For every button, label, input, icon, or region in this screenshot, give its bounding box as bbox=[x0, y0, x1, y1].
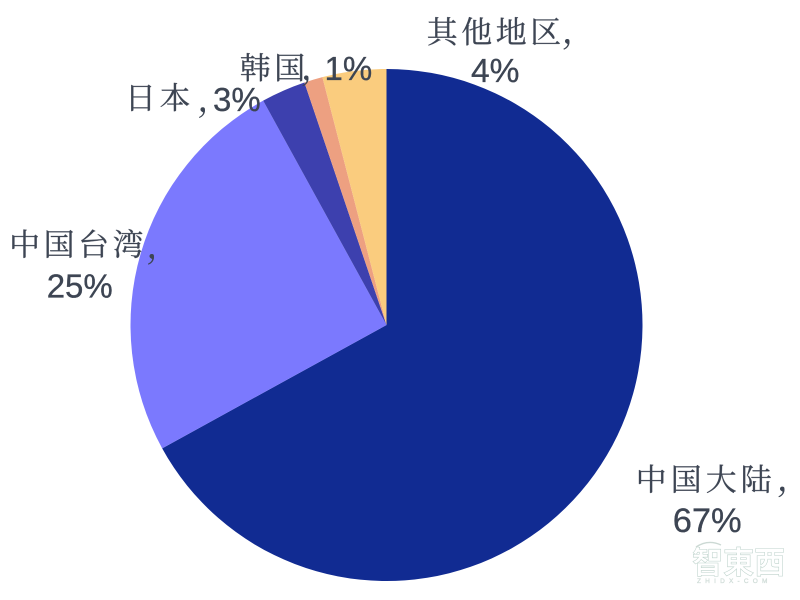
svg-text:ZHIDX-COM: ZHIDX-COM bbox=[697, 578, 772, 585]
svg-text:3%: 3% bbox=[213, 81, 261, 118]
svg-text:4%: 4% bbox=[471, 53, 519, 90]
svg-text:67%: 67% bbox=[673, 502, 742, 540]
svg-text:1%: 1% bbox=[325, 50, 373, 87]
svg-text:25%: 25% bbox=[47, 267, 113, 304]
